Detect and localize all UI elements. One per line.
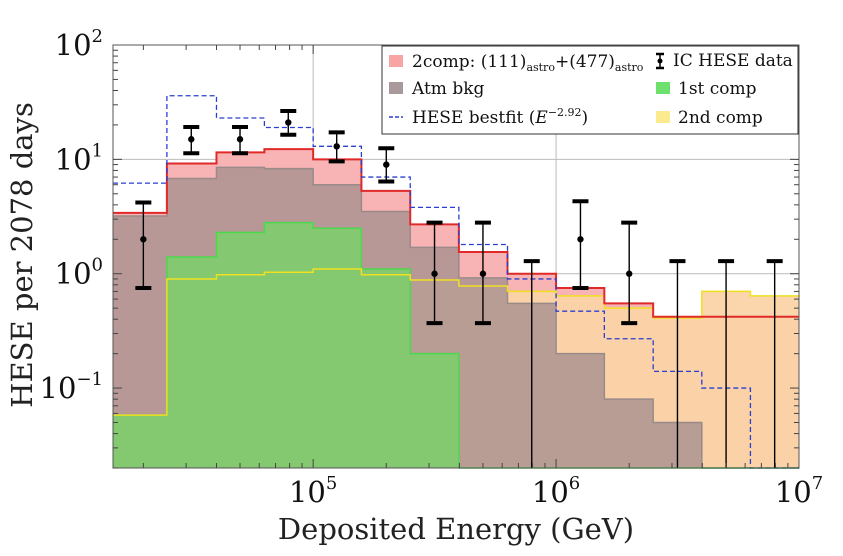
y-tick-label-0: 102 <box>55 26 103 62</box>
data-marker <box>479 270 487 277</box>
data-marker <box>140 236 147 243</box>
legend: 2comp: (111)astro+(477)astro Atm bkg HES… <box>381 45 799 135</box>
data-point-3 <box>280 108 297 137</box>
legend-swatch-1st-comp <box>656 82 670 94</box>
legend-box <box>381 45 799 135</box>
data-point-6 <box>426 220 443 326</box>
data-point-11 <box>669 259 686 468</box>
data-point-2 <box>232 124 249 156</box>
data-marker <box>626 270 633 277</box>
axis-ticks: 105 106 107 102 101 100 10−1 <box>40 26 824 509</box>
data-point-5 <box>378 146 395 184</box>
data-marker <box>333 143 340 150</box>
legend-label-2comp: 2comp: (111)astro+(477)astro <box>412 52 644 74</box>
data-point-13 <box>766 259 783 468</box>
data-marker <box>236 136 244 143</box>
histogram-fills <box>113 149 799 468</box>
data-marker <box>285 119 292 126</box>
data-point-0 <box>135 200 152 290</box>
data-marker <box>577 236 584 243</box>
data-marker <box>188 136 195 143</box>
legend-swatch-data <box>656 52 664 70</box>
y-tick-label-2: 100 <box>55 255 103 291</box>
legend-swatch-atm-bkg <box>389 82 403 94</box>
data-point-8 <box>523 259 540 468</box>
data-point-7 <box>474 220 491 326</box>
data-point-9 <box>572 199 589 290</box>
data-marker <box>431 270 438 277</box>
data-point-12 <box>718 259 735 468</box>
data-points <box>135 108 783 468</box>
legend-label-data: IC HESE data <box>673 51 793 71</box>
y-axis-title: HESE per 2078 days <box>5 102 39 408</box>
data-point-4 <box>328 130 345 164</box>
y-axis-title-box: HESE per 2078 days <box>2 45 42 465</box>
data-point-10 <box>621 220 638 326</box>
legend-label-atm-bkg: Atm bkg <box>411 79 485 99</box>
y-tick-label-3: 10−1 <box>40 369 103 405</box>
y-tick-label-1: 101 <box>55 140 103 176</box>
x-tick-label-1: 106 <box>532 473 580 509</box>
x-axis-title: Deposited Energy (GeV) <box>277 512 635 546</box>
data-point-1 <box>183 124 200 156</box>
x-tick-label-0: 105 <box>289 473 337 509</box>
series-fill-1st-comp <box>113 222 508 468</box>
plot-frame <box>112 44 800 469</box>
legend-label-1st-comp: 1st comp <box>678 79 757 99</box>
legend-swatch-2comp <box>389 55 403 67</box>
data-marker <box>383 161 390 168</box>
series-line-hese-bestfit <box>113 95 799 469</box>
legend-label-bestfit: HESE bestfit (E−2.92) <box>412 106 588 128</box>
legend-swatch-2nd-comp <box>656 111 670 123</box>
x-tick-label-2: 107 <box>775 473 823 509</box>
legend-label-2nd-comp: 2nd comp <box>678 108 763 128</box>
